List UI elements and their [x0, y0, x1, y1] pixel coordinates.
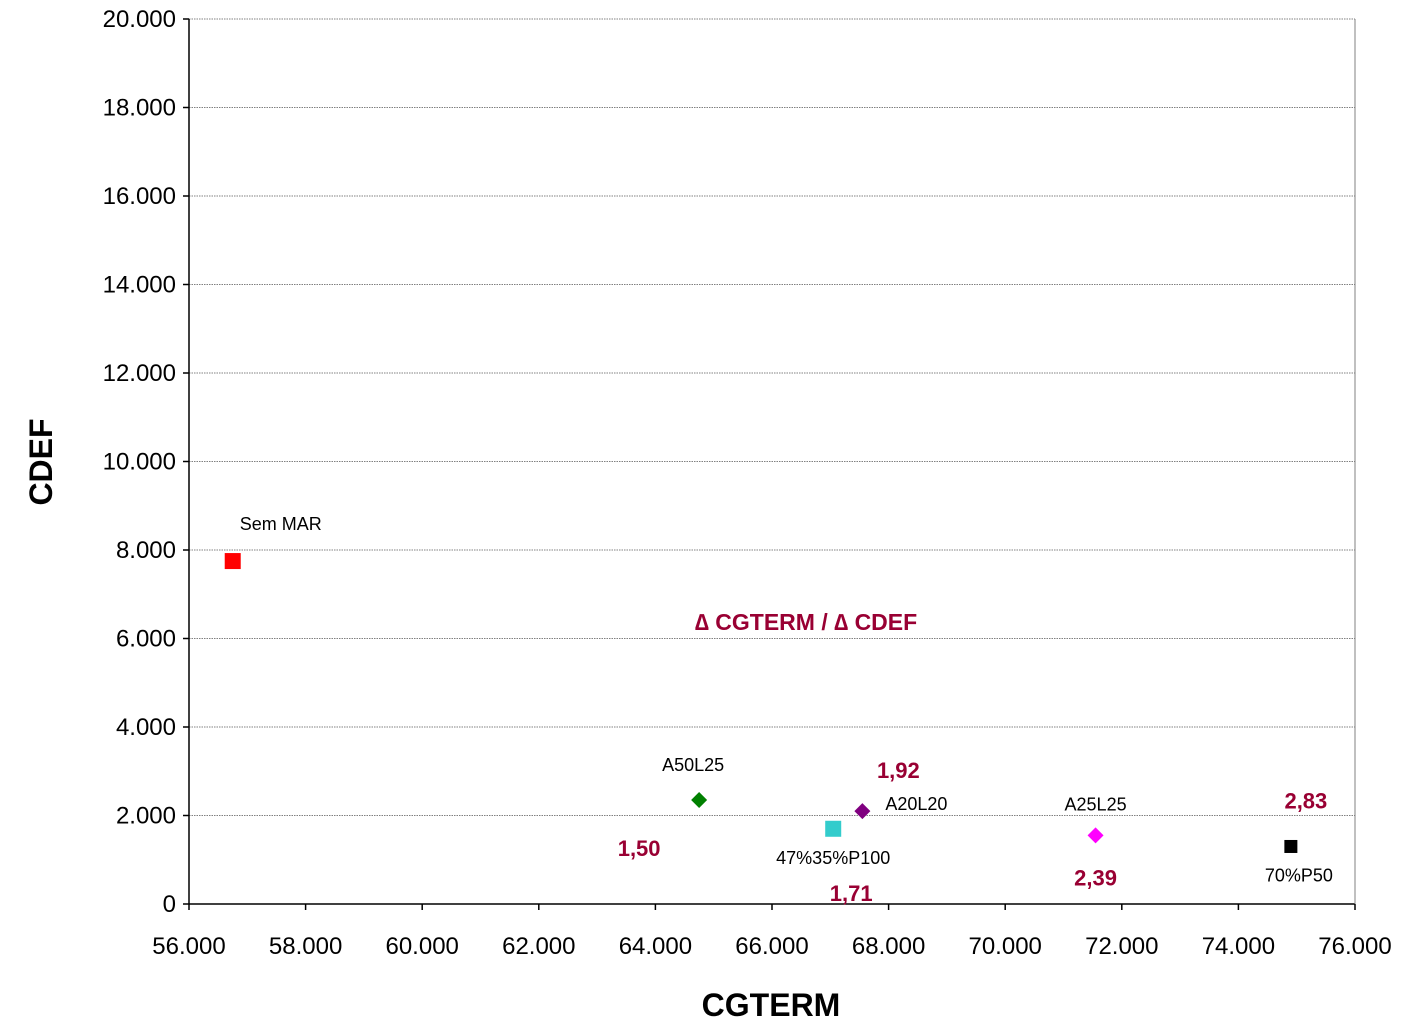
x-tick-label-7: 70.000 [968, 933, 1041, 960]
x-tick-label-1: 58.000 [269, 933, 342, 960]
ratio-label-70-p50: 2,83 [1284, 788, 1327, 813]
y-tick-label-0: 0 [163, 891, 176, 918]
point-a50l25 [691, 792, 708, 809]
y-tick-label-4: 8.000 [116, 537, 176, 564]
x-tick-label-8: 72.000 [1085, 933, 1158, 960]
x-tick-label-4: 64.000 [619, 933, 692, 960]
y-tick-label-1: 2.000 [116, 803, 176, 830]
point-label-sem-mar: Sem MAR [240, 514, 322, 534]
y-axis-title: CDEF [23, 418, 59, 505]
y-tick-label-9: 18.000 [103, 95, 176, 122]
gridlines [189, 18, 1355, 816]
x-tick-label-6: 68.000 [852, 933, 925, 960]
point-47-35-p100 [825, 820, 842, 837]
y-tick-label-2: 4.000 [116, 714, 176, 741]
point-label-a20l20: A20L20 [885, 794, 947, 814]
x-tick-label-10: 76.000 [1318, 933, 1391, 960]
point-label-a25l25: A25L25 [1065, 794, 1127, 814]
y-tick-label-5: 10.000 [103, 449, 176, 476]
point-label-a50l25: A50L25 [662, 755, 724, 775]
x-tick-label-5: 66.000 [735, 933, 808, 960]
y-tick-label-7: 14.000 [103, 272, 176, 299]
point-70-p50 [1284, 839, 1298, 853]
y-tick-label-3: 6.000 [116, 626, 176, 653]
x-axis-ticks: 56.000 58.000 60.000 62.000 64.000 66.000 68.0… [152, 904, 1392, 960]
ratio-label-47-35-p100: 1,71 [830, 881, 873, 906]
delta-annotation: ∆ CGTERM / ∆ CDEF [695, 609, 917, 635]
point-a20l20 [854, 803, 871, 820]
x-tick-label-2: 60.000 [385, 933, 458, 960]
point-label-47-35-p100: 47%35%P100 [776, 848, 890, 868]
x-tick-label-9: 74.000 [1202, 933, 1275, 960]
point-labels: Sem MAR A50L25 47%35%P100 A20L20 A25L25 70%P5… [240, 514, 1333, 885]
x-tick-label-0: 56.000 [152, 933, 225, 960]
y-axis-ticks: 0 2.000 4.000 6.000 8.000 10.000 12.000 14.000 1… [103, 6, 189, 918]
ratio-label-a25l25: 2,39 [1074, 865, 1117, 890]
point-label-70-p50: 70%P50 [1265, 865, 1333, 885]
y-tick-label-6: 12.000 [103, 360, 176, 387]
point-a25l25 [1087, 827, 1104, 844]
ratio-labels: 1,50 1,71 1,92 2,39 2,83 [618, 758, 1328, 906]
data-points [224, 553, 1298, 853]
x-tick-label-3: 62.000 [502, 933, 575, 960]
x-axis-title: CGTERM [702, 987, 841, 1023]
y-tick-label-10: 20.000 [103, 6, 176, 33]
y-tick-label-8: 16.000 [103, 183, 176, 210]
point-sem-mar [224, 553, 241, 570]
ratio-label-a20l20: 1,92 [877, 758, 920, 783]
ratio-label-a50l25: 1,50 [618, 836, 661, 861]
